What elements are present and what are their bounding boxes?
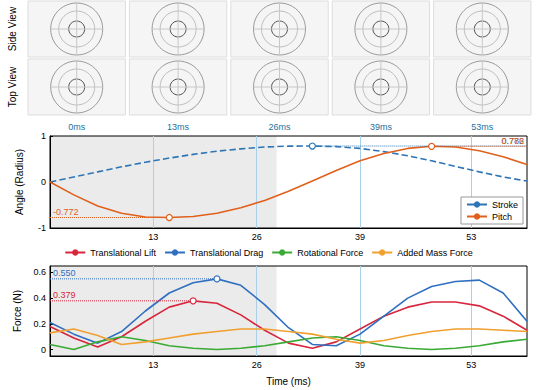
svg-text:Rotational Force: Rotational Force: [297, 248, 363, 258]
svg-text:0.379: 0.379: [53, 290, 76, 300]
svg-text:13: 13: [148, 360, 158, 370]
svg-text:-1: -1: [38, 223, 46, 233]
svg-text:Stroke: Stroke: [492, 200, 518, 210]
svg-text:53ms: 53ms: [471, 122, 494, 132]
svg-text:26: 26: [252, 360, 262, 370]
svg-text:Translational Lift: Translational Lift: [90, 248, 156, 258]
svg-text:-0.772: -0.772: [53, 207, 79, 217]
svg-text:1: 1: [41, 131, 46, 141]
svg-text:26: 26: [252, 232, 262, 242]
svg-text:39: 39: [355, 360, 365, 370]
svg-text:53: 53: [466, 232, 476, 242]
svg-text:0.776: 0.776: [501, 136, 524, 146]
svg-text:Translational Drag: Translational Drag: [190, 248, 263, 258]
svg-text:Top View: Top View: [7, 66, 18, 107]
svg-text:0ms: 0ms: [68, 122, 86, 132]
svg-text:Force (N): Force (N): [12, 290, 23, 332]
svg-text:Pitch: Pitch: [492, 212, 512, 222]
svg-text:26ms: 26ms: [268, 122, 291, 132]
svg-text:13ms: 13ms: [167, 122, 190, 132]
svg-text:Added Mass Force: Added Mass Force: [397, 248, 473, 258]
svg-text:0.4: 0.4: [33, 293, 46, 303]
svg-text:0.6: 0.6: [33, 267, 46, 277]
svg-text:0.782: 0.782: [501, 136, 524, 146]
svg-text:39: 39: [355, 232, 365, 242]
svg-text:0: 0: [41, 177, 46, 187]
svg-text:13: 13: [148, 232, 158, 242]
svg-text:0.550: 0.550: [53, 268, 76, 278]
svg-text:0.2: 0.2: [33, 319, 46, 329]
svg-text:53: 53: [466, 360, 476, 370]
svg-text:Side View: Side View: [7, 6, 18, 51]
svg-text:Time (ms): Time (ms): [266, 376, 311, 387]
svg-text:39ms: 39ms: [370, 122, 393, 132]
svg-text:Angle (Radius): Angle (Radius): [14, 149, 25, 215]
svg-text:0: 0: [41, 345, 46, 355]
